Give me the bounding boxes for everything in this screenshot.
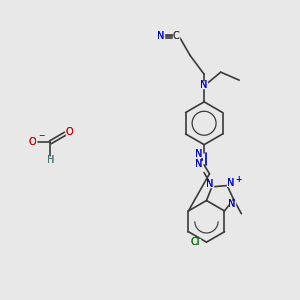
Bar bbox=[206, 182, 213, 188]
Text: N: N bbox=[228, 199, 236, 209]
Bar bbox=[66, 129, 72, 134]
Text: −: − bbox=[38, 131, 44, 140]
Text: O: O bbox=[65, 127, 73, 136]
Text: N: N bbox=[195, 149, 202, 159]
Text: Cl: Cl bbox=[190, 237, 200, 247]
Text: N: N bbox=[206, 179, 213, 190]
Bar bbox=[201, 82, 207, 88]
Text: N: N bbox=[200, 80, 208, 90]
Text: C: C bbox=[173, 32, 179, 41]
Bar bbox=[190, 239, 200, 245]
Bar bbox=[227, 180, 234, 186]
Text: H: H bbox=[47, 155, 54, 165]
Text: Cl: Cl bbox=[190, 237, 200, 247]
Bar bbox=[157, 34, 164, 39]
Text: N: N bbox=[206, 179, 213, 190]
Text: N: N bbox=[195, 159, 202, 169]
Bar bbox=[47, 158, 54, 164]
Text: O: O bbox=[65, 127, 73, 136]
Text: N: N bbox=[228, 199, 236, 209]
Bar bbox=[196, 151, 202, 157]
Bar bbox=[196, 161, 202, 167]
Text: N: N bbox=[200, 80, 208, 90]
Text: N: N bbox=[157, 32, 164, 41]
Text: N: N bbox=[227, 178, 234, 188]
Text: N: N bbox=[195, 149, 202, 159]
Text: −: − bbox=[38, 131, 44, 140]
Bar bbox=[29, 139, 35, 145]
Text: C: C bbox=[173, 32, 179, 41]
Text: +: + bbox=[235, 175, 242, 184]
Text: N: N bbox=[195, 159, 202, 169]
Text: N: N bbox=[157, 32, 164, 41]
Text: +: + bbox=[235, 175, 242, 184]
Bar bbox=[173, 34, 179, 39]
Text: N: N bbox=[227, 178, 234, 188]
Text: H: H bbox=[47, 155, 54, 165]
Text: O: O bbox=[28, 137, 36, 147]
Bar bbox=[229, 201, 236, 207]
Text: O: O bbox=[28, 137, 36, 147]
